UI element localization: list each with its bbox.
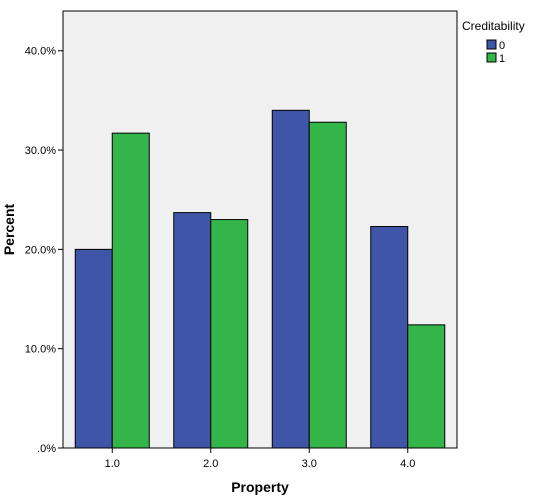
- x-tick-label: 1.0: [105, 458, 120, 470]
- bar-4.0-series-1: [407, 324, 446, 449]
- x-axis-title: Property: [231, 479, 289, 495]
- bar-1.0-series-1: [111, 132, 150, 449]
- legend-swatch-1: [486, 52, 497, 63]
- bar-1.0-series-0: [74, 248, 113, 449]
- legend: Creditability 01: [462, 19, 525, 65]
- x-tick-label: 3.0: [302, 458, 317, 470]
- legend-title: Creditability: [462, 19, 525, 33]
- bars-group: [74, 109, 446, 449]
- x-axis: 1.0 2.0 3.0 4.0: [105, 448, 415, 470]
- x-tick-label: 4.0: [400, 458, 415, 470]
- legend-swatch-0: [486, 39, 497, 50]
- y-tick-label: 40.0%: [25, 46, 56, 58]
- bar-3.0-series-0: [271, 109, 310, 449]
- legend-label-1: 1: [499, 53, 505, 65]
- bar-4.0-series-0: [370, 226, 409, 449]
- y-tick-label: 10.0%: [25, 344, 56, 356]
- y-tick-label: 20.0%: [25, 244, 56, 256]
- x-tick-label: 2.0: [203, 458, 218, 470]
- bar-2.0-series-0: [173, 212, 212, 449]
- y-tick-label: 30.0%: [25, 145, 56, 157]
- y-tick-label: .0%: [37, 443, 56, 455]
- y-axis-title: Percent: [1, 203, 17, 255]
- bar-2.0-series-1: [210, 219, 249, 449]
- y-axis: .0% 10.0% 20.0% 30.0% 40.0%: [25, 46, 63, 455]
- bar-3.0-series-1: [308, 121, 347, 449]
- legend-label-0: 0: [499, 40, 505, 52]
